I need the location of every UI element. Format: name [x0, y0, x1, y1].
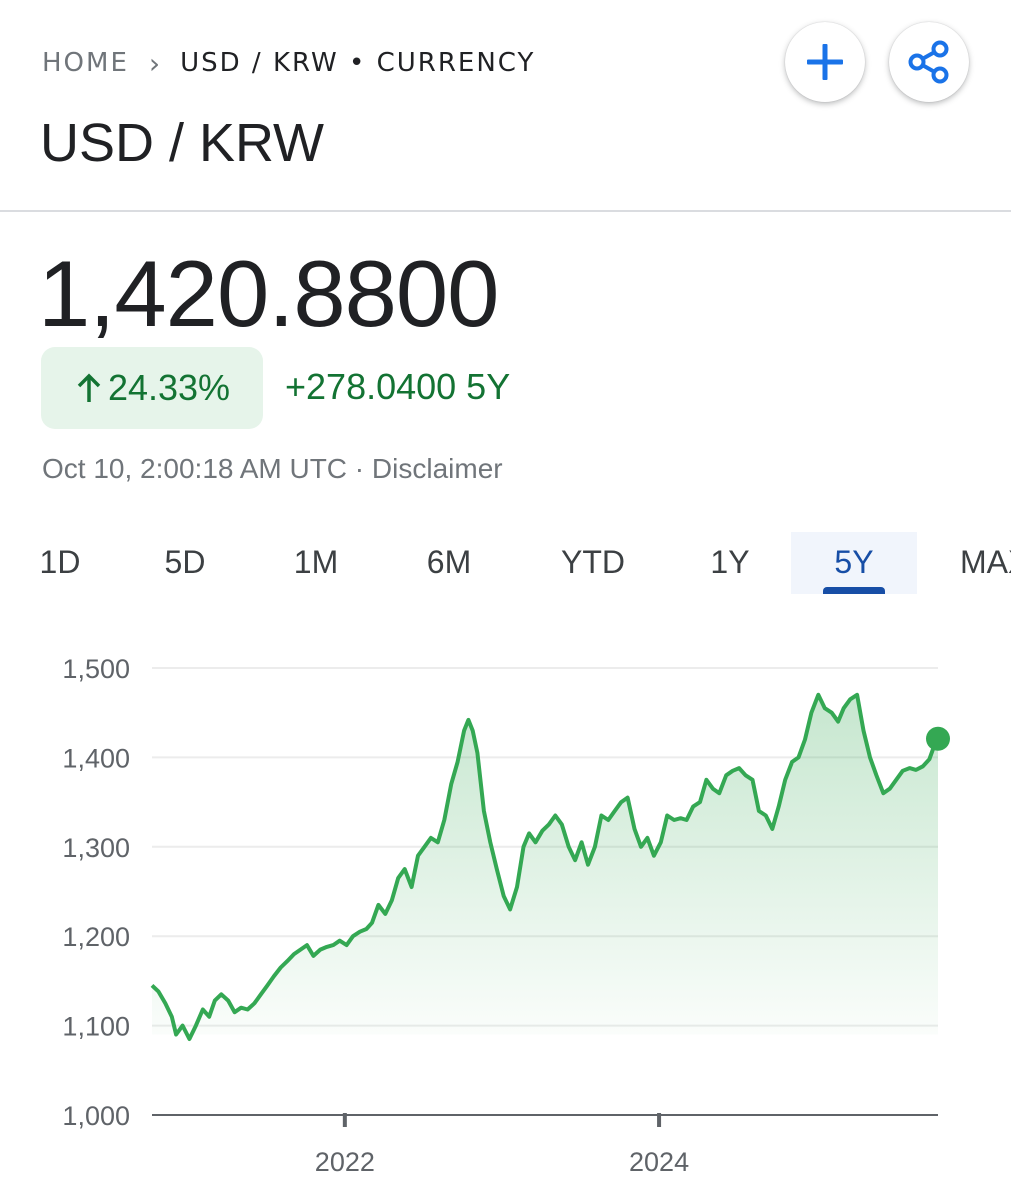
chart-area-fill	[152, 694, 938, 1039]
share-icon	[908, 40, 949, 84]
range-tabs: 1D 5D 1M 6M YTD 1Y 5Y MAX	[0, 532, 1011, 594]
y-tick-label: 1,400	[62, 743, 130, 773]
page-title: USD / KRW	[40, 113, 325, 173]
breadcrumb-current: USD / KRW • CURRENCY	[180, 48, 536, 78]
add-to-watchlist-button[interactable]	[785, 22, 865, 102]
y-tick-label: 1,500	[62, 654, 130, 684]
price-chart[interactable]: 1,000 1,100 1,200 1,300 1,400 1,500 2022 2024	[0, 620, 1011, 1200]
percent-change-badge: 24.33%	[41, 347, 263, 429]
tab-1d[interactable]: 1D	[39, 544, 81, 580]
y-tick-label: 1,100	[62, 1012, 130, 1042]
tab-5y[interactable]: 5Y	[791, 532, 917, 594]
breadcrumb-home[interactable]: HOME	[42, 48, 129, 78]
disclaimer-link[interactable]: Disclaimer	[371, 453, 503, 484]
y-tick-label: 1,000	[62, 1101, 130, 1131]
absolute-change: +278.0400 5Y	[285, 366, 511, 407]
chevron-right-icon: ›	[148, 46, 161, 80]
share-button[interactable]	[889, 22, 969, 102]
x-tick-label: 2024	[629, 1147, 689, 1177]
arrow-up-icon	[77, 373, 101, 402]
tab-max[interactable]: MAX	[960, 544, 1011, 580]
chart-last-point	[926, 726, 950, 751]
timestamp-separator: ·	[347, 453, 372, 484]
active-tab-indicator	[823, 587, 885, 594]
tab-5d[interactable]: 5D	[164, 544, 206, 580]
y-tick-label: 1,300	[62, 833, 130, 863]
breadcrumb: HOME › USD / KRW • CURRENCY	[42, 46, 535, 80]
tab-ytd[interactable]: YTD	[561, 544, 625, 580]
x-tick-label: 2022	[315, 1147, 375, 1177]
tab-1y[interactable]: 1Y	[710, 544, 750, 580]
tab-6m[interactable]: 6M	[426, 544, 472, 580]
percent-change-value: 24.33%	[107, 367, 231, 408]
y-tick-label: 1,200	[62, 922, 130, 952]
plus-icon	[807, 44, 843, 80]
current-price: 1,420.8800	[38, 241, 499, 346]
header-divider	[0, 210, 1011, 212]
tab-1m[interactable]: 1M	[293, 544, 339, 580]
chart-series-line	[150, 692, 940, 1041]
quote-timestamp: Oct 10, 2:00:18 AM UTC	[42, 453, 348, 484]
quote-timestamp-line: Oct 10, 2:00:18 AM UTC · Disclaimer	[42, 453, 503, 485]
